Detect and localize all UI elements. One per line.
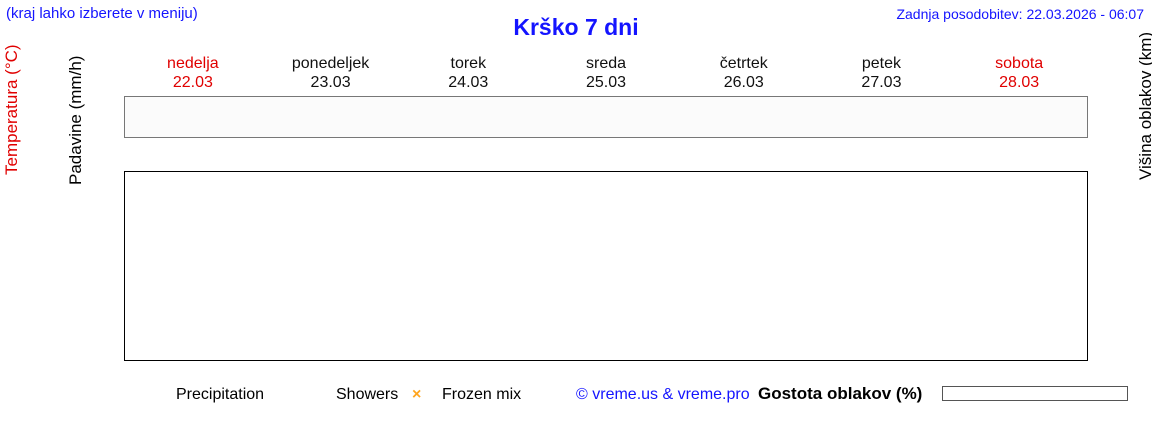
day-header-5: petek 27.03 [813,54,951,94]
day-date: 25.03 [585,74,627,91]
showers-swatch [292,391,330,404]
day-date: 28.03 [999,74,1040,91]
right-axis-ticks [1088,0,1152,443]
day-name: petek [861,55,902,72]
day-name: torek [450,55,487,72]
day-header-2: torek 24.03 [399,54,537,94]
legend-precipitation-label: Precipitation [176,386,265,403]
precipitation-swatch [132,391,170,404]
day-date: 27.03 [861,74,902,91]
legend-frozen-mix-label: Frozen mix [442,386,522,403]
day-name: nedelja [167,55,219,72]
legend: Precipitation Showers × Frozen mix © vre… [124,384,1148,420]
day-date: 22.03 [172,74,213,91]
day-date: 24.03 [448,74,489,91]
wind-barb-strip [124,139,1088,171]
temperature-extrema-labels [125,172,1087,360]
day-date: 26.03 [723,74,764,91]
day-header-3: sreda 25.03 [537,54,675,94]
cloud-density-colorbar-labels [934,402,1134,420]
copyright: © vreme.us & vreme.pro [576,386,750,403]
day-date: 23.03 [310,74,351,91]
cloud-density-label: Gostota oblakov (%) [758,384,923,403]
day-header-1: ponedeljek 23.03 [262,54,400,94]
day-name: sobota [995,55,1044,72]
meteogram-plot [124,171,1088,361]
day-name: ponedeljek [291,55,370,72]
left-axis-ticks [0,0,124,443]
frozen-mix-marker-icon: × [412,386,422,403]
x-axis-ticks [124,362,1088,382]
day-name: četrtek [719,55,768,72]
page-title: Krško 7 dni [513,14,639,40]
location-hint: (kraj lahko izberete v meniju) [6,5,198,22]
day-header-0: nedelja 22.03 [124,54,262,94]
legend-showers-label: Showers [336,386,399,403]
day-header-6: sobota 28.03 [950,54,1088,94]
last-updated: Zadnja posodobitev: 22.03.2026 - 06:07 [896,6,1144,22]
cloud-density-colorbar [942,386,1128,401]
day-header-4: četrtek 26.03 [675,54,813,94]
day-header-row: nedelja 22.03 ponedeljek 23.03 torek 24.03 sre… [124,54,1088,94]
weather-icon-strip [124,96,1088,138]
day-name: sreda [586,55,627,72]
